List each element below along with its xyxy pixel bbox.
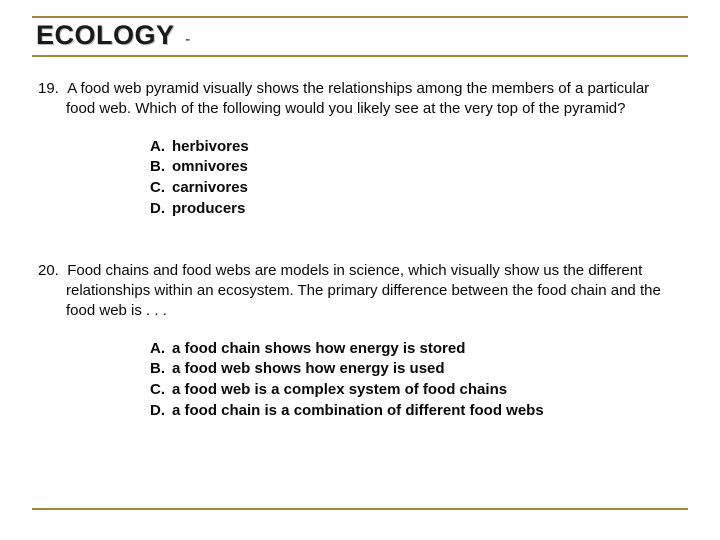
option-text: a food chain is a combination of differe…: [172, 402, 544, 419]
slide-container: ECOLOGY - 19. A food web pyramid visuall…: [0, 0, 720, 540]
option-c: C.carnivores: [150, 178, 688, 199]
bottom-divider: [32, 508, 688, 510]
option-text: producers: [172, 200, 245, 217]
options-list: A.a food chain shows how energy is store…: [150, 339, 688, 422]
option-label: A.: [150, 339, 172, 360]
options-list: A.herbivores B.omnivores C.carnivores D.…: [150, 137, 688, 220]
option-text: omnivores: [172, 158, 248, 175]
title-text: ECOLOGY: [36, 20, 175, 50]
option-d: D.producers: [150, 199, 688, 220]
option-label: D.: [150, 199, 172, 220]
option-text: herbivores: [172, 138, 249, 155]
option-label: A.: [150, 137, 172, 158]
option-d: D.a food chain is a combination of diffe…: [150, 401, 688, 422]
question-body: Food chains and food webs are models in …: [66, 262, 661, 319]
option-text: a food chain shows how energy is stored: [172, 340, 465, 357]
title-suffix: -: [185, 31, 190, 48]
option-label: D.: [150, 401, 172, 422]
option-a: A.herbivores: [150, 137, 688, 158]
option-b: B.omnivores: [150, 157, 688, 178]
option-text: a food web shows how energy is used: [172, 360, 445, 377]
option-label: B.: [150, 359, 172, 380]
option-text: a food web is a complex system of food c…: [172, 381, 507, 398]
page-title: ECOLOGY: [36, 20, 175, 51]
option-c: C.a food web is a complex system of food…: [150, 380, 688, 401]
question-body: A food web pyramid visually shows the re…: [66, 80, 649, 117]
question-number: 19.: [38, 80, 59, 97]
question-19: 19. A food web pyramid visually shows th…: [32, 79, 688, 219]
title-bar: ECOLOGY -: [32, 16, 688, 57]
question-text: 19. A food web pyramid visually shows th…: [60, 79, 680, 119]
option-label: B.: [150, 157, 172, 178]
option-label: C.: [150, 380, 172, 401]
option-a: A.a food chain shows how energy is store…: [150, 339, 688, 360]
option-text: carnivores: [172, 179, 248, 196]
question-text: 20. Food chains and food webs are models…: [60, 261, 680, 320]
question-20: 20. Food chains and food webs are models…: [32, 261, 688, 421]
question-number: 20.: [38, 262, 59, 279]
option-b: B.a food web shows how energy is used: [150, 359, 688, 380]
option-label: C.: [150, 178, 172, 199]
